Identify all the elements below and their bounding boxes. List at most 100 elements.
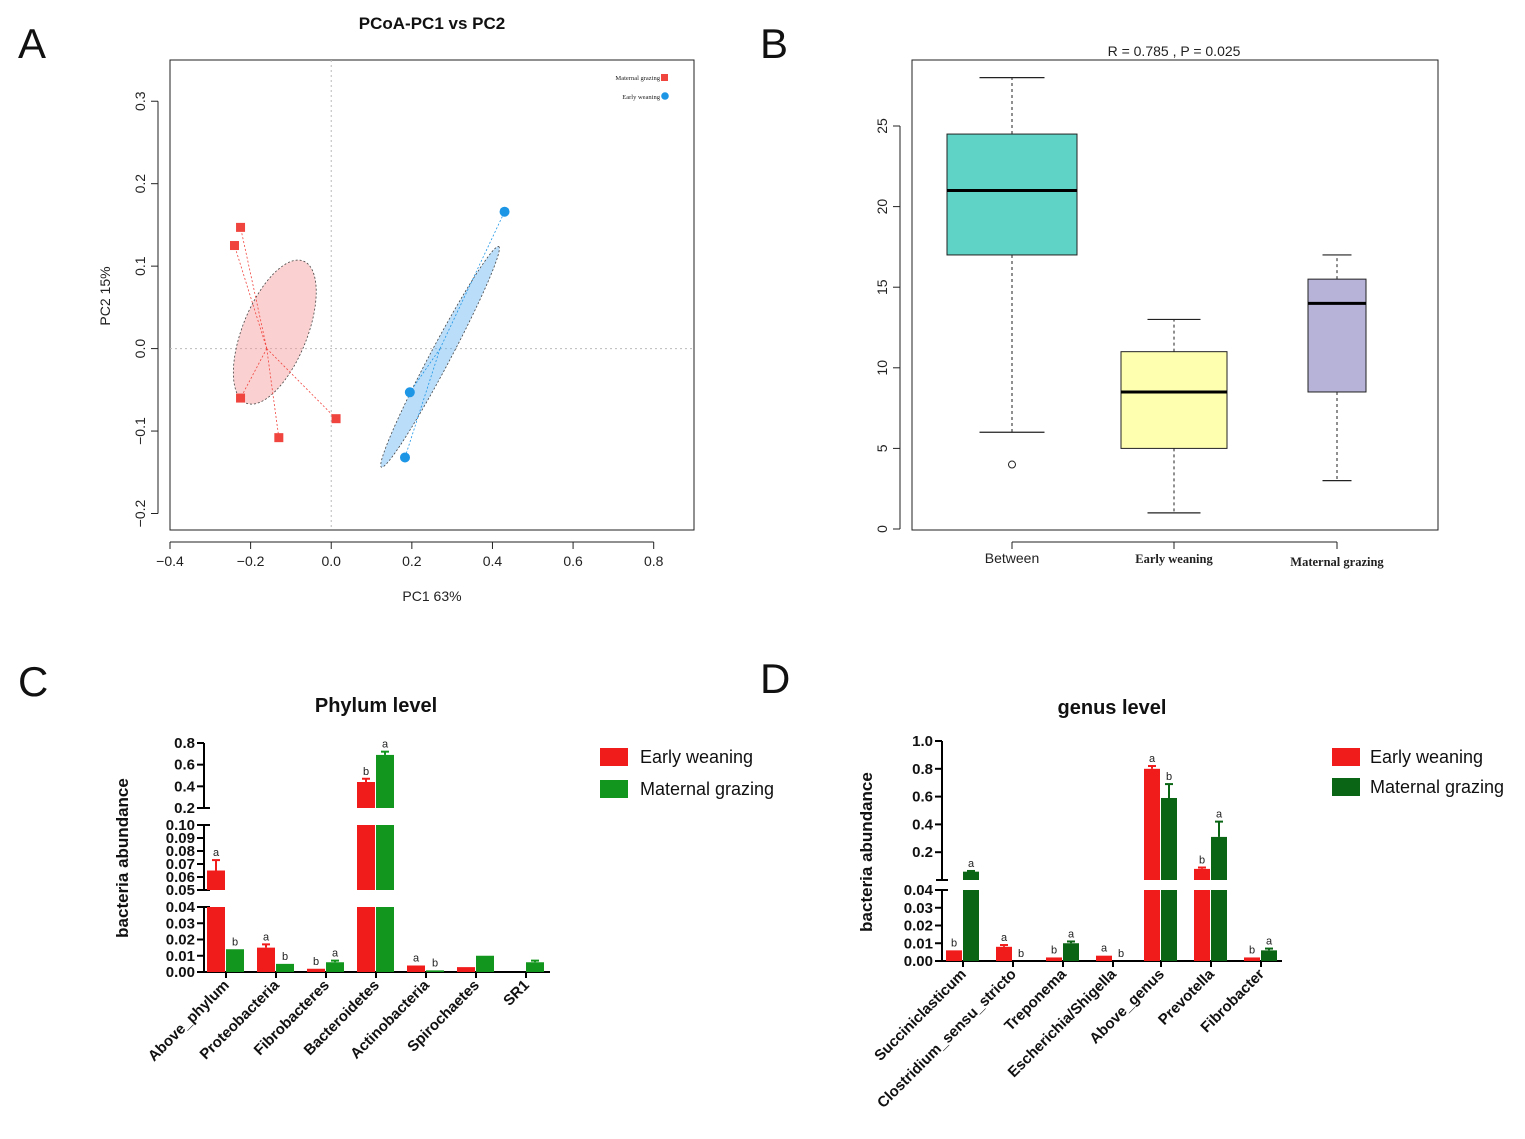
pcoa-y-tick-label: 0.0: [132, 339, 148, 359]
pcoa-spoke: [409, 348, 441, 393]
phylum-y-tick-label: 0.06: [166, 869, 195, 886]
phylum-bar-early-weaning: [407, 965, 425, 972]
genus-bar-early-weaning: [1096, 955, 1112, 961]
genus-bar-maternal-grazing: [963, 871, 979, 880]
pcoa-ellipse-1: [380, 246, 500, 468]
genus-significance-letter: a: [1001, 932, 1008, 944]
phylum-y-tick-label: 0.4: [174, 778, 196, 795]
pcoa-legend: Maternal grazing Early weaning: [615, 74, 669, 101]
genus-bar-maternal-grazing: [963, 890, 979, 961]
genus-bar-early-weaning: [946, 950, 962, 961]
phylum-bar-early-weaning: [207, 907, 225, 972]
phylum-title: Phylum level: [315, 695, 437, 717]
phylum-y-tick-label: 0.09: [166, 830, 195, 847]
boxplot-outlier: [1008, 460, 1016, 469]
genus-y-tick-label: 1.0: [912, 733, 933, 750]
pcoa-spoke: [240, 348, 268, 399]
pcoa-legend-label-0: Maternal grazing: [615, 75, 660, 82]
phylum-bar-maternal-grazing: [226, 949, 244, 972]
genus-legend-swatch-1: [1332, 778, 1360, 796]
genus-y-label: bacteria abundance: [857, 772, 876, 932]
pcoa-spoke: [404, 348, 441, 458]
boxplot-y-tick-label: 0: [874, 525, 890, 533]
phylum-significance-letter: a: [263, 931, 270, 943]
panel-letter-b: B: [760, 20, 788, 67]
boxplot-panel: R = 0.785 , P = 0.025 0 5 10 15 20 25 Between…: [874, 43, 1439, 569]
genus-y-tick-label: 0.01: [904, 935, 933, 952]
pcoa-spoke: [266, 348, 280, 438]
genus-bar-panel: genus level bacteria abundance 0.000.010…: [857, 697, 1504, 1112]
pcoa-point-maternal-grazing: [274, 433, 284, 443]
phylum-significance-letter: b: [432, 957, 438, 969]
phylum-y-tick-label: 0.08: [166, 843, 195, 860]
pcoa-spoke: [240, 227, 268, 349]
pcoa-ellipses: [232, 246, 500, 468]
pcoa-title: PCoA-PC1 vs PC2: [359, 14, 505, 33]
boxplot-frame: [911, 59, 1439, 531]
genus-y-tick-label: 0.4: [912, 816, 934, 833]
boxplot-boxes: [946, 77, 1367, 514]
pcoa-y-tick-label: 0.3: [132, 91, 148, 111]
genus-bar-maternal-grazing: [1211, 836, 1227, 880]
phylum-significance-letter: b: [363, 766, 369, 778]
phylum-y-tick-label: 0.10: [166, 817, 195, 834]
genus-bar-maternal-grazing: [1161, 797, 1177, 880]
genus-significance-letter: a: [1101, 943, 1108, 955]
boxplot-x-tick-label: Early weaning: [1135, 552, 1213, 566]
genus-bar-maternal-grazing: [1211, 890, 1227, 961]
genus-x-labels: SucciniclasticumClostridium_sensu_strict…: [871, 965, 1268, 1111]
genus-y-tick-label: 0.02: [904, 918, 933, 935]
pcoa-point-maternal-grazing: [236, 222, 246, 232]
phylum-significance-letter: b: [282, 951, 288, 963]
phylum-legend-label-0: Early weaning: [640, 747, 753, 767]
genus-y-tick-label: 0.03: [904, 900, 933, 917]
pcoa-legend-marker-0: [661, 74, 668, 81]
pcoa-y-tick-label: 0.1: [132, 256, 148, 276]
genus-y-tick-label: 0.04: [904, 882, 934, 899]
phylum-legend-label-1: Maternal grazing: [640, 779, 774, 799]
phylum-x-tick-label: SR1: [500, 977, 533, 1010]
pcoa-y-label: PC2 15%: [97, 266, 113, 325]
phylum-significance-letter: a: [332, 948, 339, 960]
phylum-y-tick-label: 0.00: [166, 964, 195, 981]
genus-bar-maternal-grazing: [1161, 890, 1177, 961]
genus-legend-label-1: Maternal grazing: [1370, 777, 1504, 797]
pcoa-x-axis: −0.4 −0.2 0.0 0.2 0.4 0.6 0.8: [156, 541, 664, 569]
genus-legend: Early weaning Maternal grazing: [1332, 747, 1504, 797]
genus-title: genus level: [1058, 697, 1167, 719]
phylum-bar-maternal-grazing: [426, 970, 444, 972]
genus-significance-letter: b: [1166, 771, 1172, 783]
phylum-bar-maternal-grazing: [376, 825, 394, 890]
phylum-y-tick-label: 0.07: [166, 856, 195, 873]
phylum-bar-maternal-grazing: [276, 963, 294, 972]
phylum-y-label: bacteria abundance: [113, 778, 132, 938]
phylum-x-labels: Above_phylumProteobacteriaFibrobacteresB…: [145, 976, 533, 1065]
genus-bar-early-weaning: [1144, 768, 1160, 880]
genus-y-tick-label: 0.6: [912, 789, 933, 806]
pcoa-x-label: PC1 63%: [402, 588, 461, 604]
pcoa-point-early-weaning: [404, 387, 415, 398]
pcoa-ellipse-0: [232, 259, 317, 405]
genus-significance-letter: a: [1149, 753, 1156, 765]
pcoa-plot-frame: [169, 59, 695, 531]
boxplot-title: R = 0.785 , P = 0.025: [1108, 43, 1241, 59]
phylum-significance-letter: b: [232, 936, 238, 948]
boxplot-y-tick-label: 25: [874, 118, 890, 134]
pcoa-spokes: [234, 211, 505, 458]
boxplot-box: [946, 133, 1078, 256]
genus-significance-letter: b: [951, 937, 957, 949]
phylum-significance-letter: b: [313, 956, 319, 968]
boxplot-x-axis: Between Early weaning Maternal grazing: [985, 541, 1384, 569]
boxplot-box: [1307, 278, 1367, 393]
phylum-bar-maternal-grazing: [326, 962, 344, 972]
pcoa-panel: PCoA-PC1 vs PC2 −0.4 −0.2 0.0 0.2 0.4 0.6 0.8 …: [97, 14, 695, 604]
pcoa-y-tick-label: −0.2: [132, 499, 148, 527]
genus-y-tick-label: 0.8: [912, 761, 933, 778]
phylum-y-tick-label: 0.05: [166, 882, 195, 899]
phylum-y-tick-label: 0.2: [174, 800, 195, 817]
genus-bar-early-weaning: [1194, 868, 1210, 880]
boxplot-x-tick-label: Maternal grazing: [1290, 555, 1384, 569]
phylum-bar-early-weaning: [257, 947, 275, 972]
